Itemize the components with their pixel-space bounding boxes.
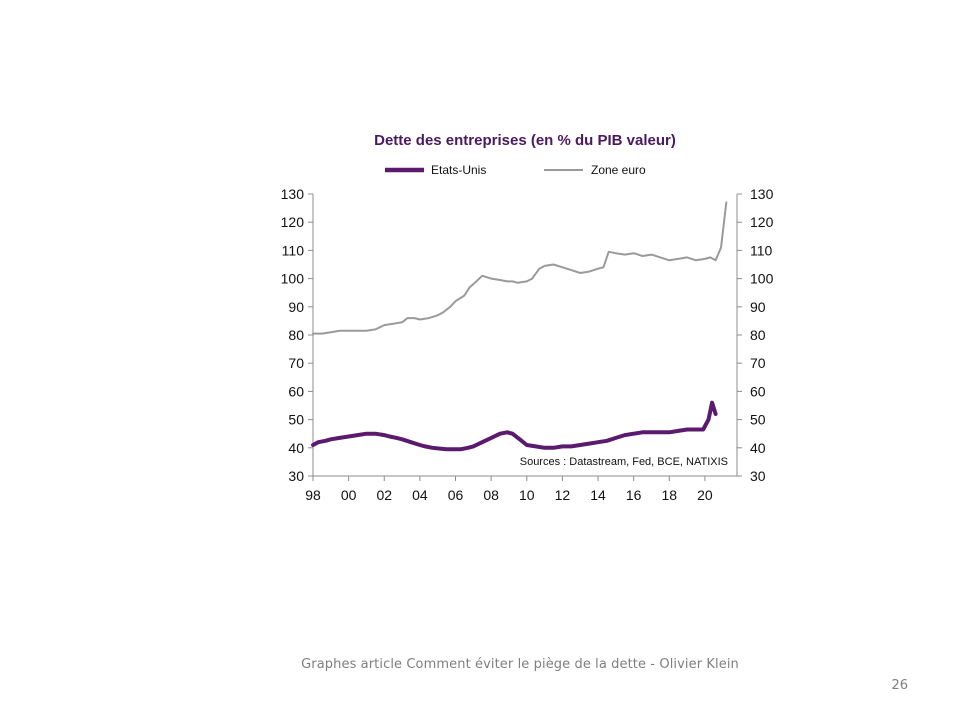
y-tick-label-left: 40	[288, 440, 304, 456]
chart-title: Dette des entreprises (en % du PIB valeu…	[374, 132, 676, 149]
y-tick-label-left: 50	[288, 412, 304, 428]
y-tick-label-right: 70	[750, 355, 766, 371]
y-tick-label-left: 130	[281, 186, 305, 202]
y-tick-label-left: 30	[288, 468, 304, 484]
y-tick-label-right: 110	[750, 242, 773, 258]
x-tick-label: 10	[519, 487, 535, 503]
y-tick-label-right: 90	[750, 299, 766, 315]
y-tick-label-right: 100	[750, 271, 774, 287]
legend-label-zone-euro: Zone euro	[591, 163, 646, 177]
legend-label-etats-unis: Etats-Unis	[431, 163, 486, 177]
x-tick-label: 06	[448, 487, 464, 503]
series-group	[311, 201, 728, 452]
y-tick-label-left: 110	[282, 242, 305, 258]
slide-number: 26	[891, 678, 908, 693]
y-tick-label-left: 120	[281, 214, 305, 230]
slide-caption: Graphes article Comment éviter le piège …	[301, 657, 739, 672]
y-axis-right-ticks: 30 40 50 60 70 80 90 100 110 120 130	[737, 186, 774, 484]
legend: Etats-Unis Zone euro	[385, 163, 646, 177]
y-tick-label-left: 60	[288, 383, 304, 399]
y-tick-label-right: 30	[750, 468, 766, 484]
y-tick-label-right: 130	[750, 186, 774, 202]
y-tick-label-right: 60	[750, 383, 766, 399]
y-axis-left-ticks: 30 40 50 60 70 80 90 100 110 120 130	[281, 186, 313, 484]
y-tick-label-left: 80	[288, 327, 304, 343]
source-note: Sources : Datastream, Fed, BCE, NATIXIS	[520, 456, 728, 468]
series-line-etats-unis	[311, 400, 718, 452]
x-tick-label: 14	[590, 487, 606, 503]
y-tick-label-right: 50	[750, 412, 766, 428]
y-tick-label-left: 90	[288, 299, 304, 315]
x-tick-label: 00	[341, 487, 357, 503]
y-tick-label-right: 120	[750, 214, 774, 230]
x-tick-label: 04	[412, 487, 428, 503]
x-tick-label: 20	[697, 487, 713, 503]
y-tick-label-left: 100	[281, 271, 305, 287]
x-tick-label: 16	[626, 487, 642, 503]
y-tick-label-right: 80	[750, 327, 766, 343]
x-tick-label: 02	[376, 487, 392, 503]
x-tick-label: 18	[662, 487, 678, 503]
series-line-zone-euro	[312, 201, 728, 335]
x-tick-label: 12	[555, 487, 571, 503]
x-tick-label: 98	[305, 487, 321, 503]
y-tick-label-right: 40	[750, 440, 766, 456]
y-tick-label-left: 70	[288, 355, 304, 371]
x-axis-ticks: 98 00 02 04 06 08 10 12 14 16 18 20	[305, 476, 713, 503]
x-tick-label: 08	[483, 487, 499, 503]
